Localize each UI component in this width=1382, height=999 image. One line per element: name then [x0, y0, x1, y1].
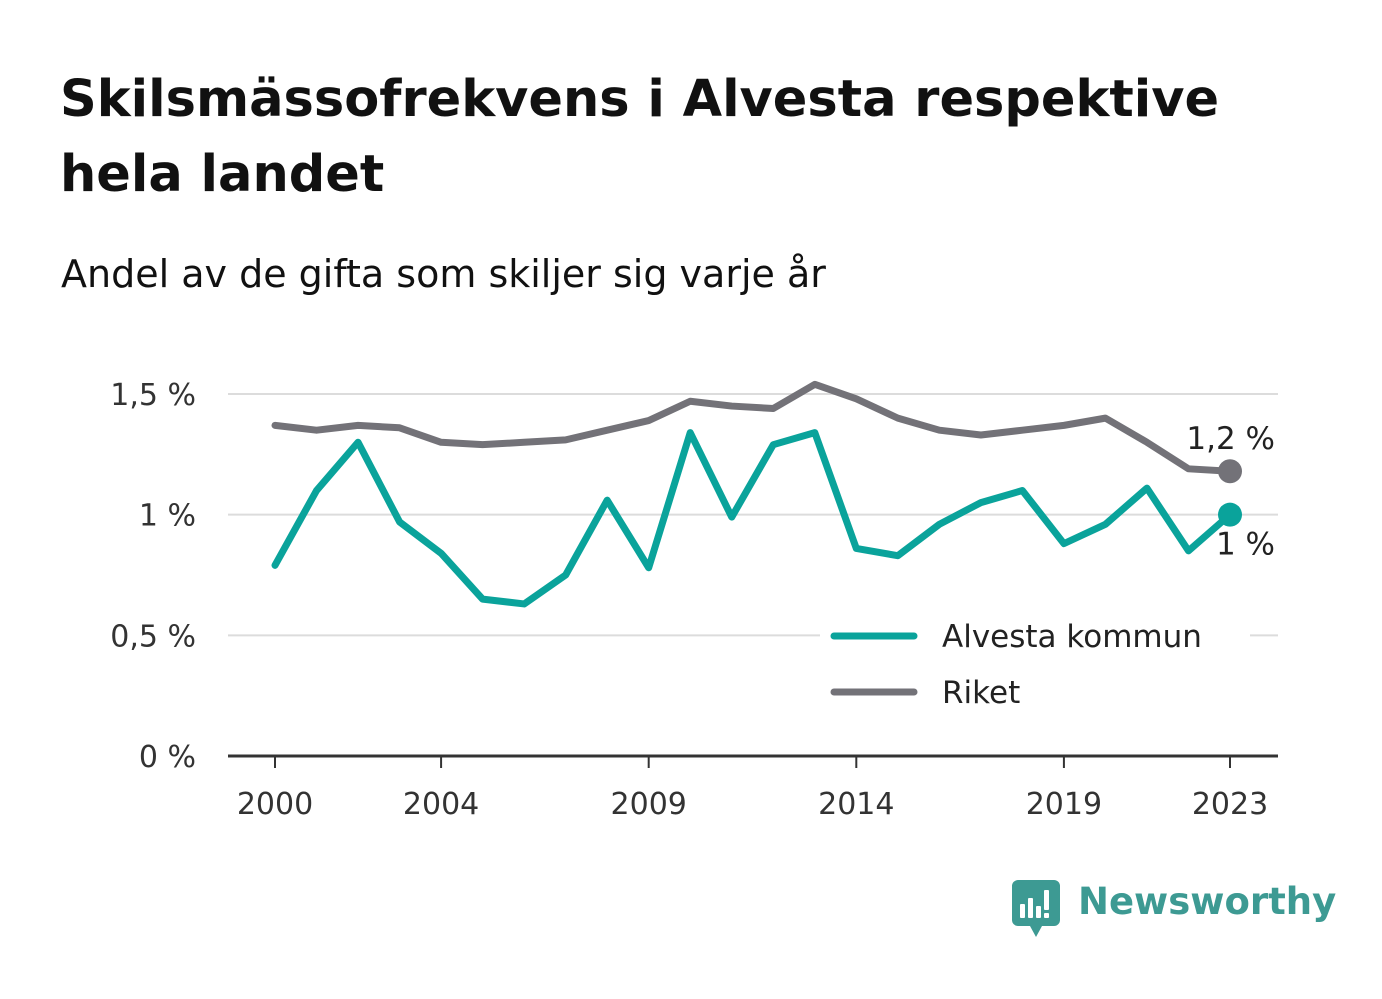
end-point-marker [1218, 502, 1242, 527]
y-axis: 0 % 0,5 % 1 % 1,5 % [110, 378, 196, 775]
series-line-riket [271, 380, 1234, 475]
x-tick-label: 2014 [818, 787, 894, 822]
series-line-alvesta [271, 429, 1234, 608]
end-value-label: 1,2 % [1186, 421, 1275, 457]
y-tick-label: 1 % [139, 499, 196, 534]
x-tick-label: 2019 [1026, 787, 1102, 822]
x-tick-label: 2009 [611, 787, 687, 822]
series-lines: 1 % 1,2 % [271, 380, 1275, 608]
x-tick-label: 2000 [237, 787, 313, 822]
end-point-marker [1218, 459, 1242, 484]
legend-label: Riket [942, 675, 1020, 711]
y-tick-label: 1,5 % [110, 378, 196, 413]
x-tick-label: 2023 [1192, 787, 1268, 822]
y-tick-label: 0 % [139, 740, 196, 775]
newsworthy-logo: Newsworthy [1012, 880, 1336, 940]
legend-label: Alvesta kommun [942, 619, 1202, 655]
x-tick-label: 2004 [403, 787, 479, 822]
end-value-label: 1 % [1216, 527, 1275, 563]
logo-text: Newsworthy [1078, 880, 1337, 923]
y-tick-label: 0,5 % [110, 619, 196, 654]
chart-speech-bubble-icon [1012, 880, 1060, 937]
legend: Alvesta kommun Riket [820, 612, 1250, 712]
x-axis: 2000 2004 2009 2014 2019 2023 [228, 754, 1278, 822]
chart-subtitle: Andel av de gifta som skiljer sig varje … [61, 252, 826, 296]
chart-title: Skilsmässofrekvens i Alvesta respektive … [60, 70, 1220, 204]
